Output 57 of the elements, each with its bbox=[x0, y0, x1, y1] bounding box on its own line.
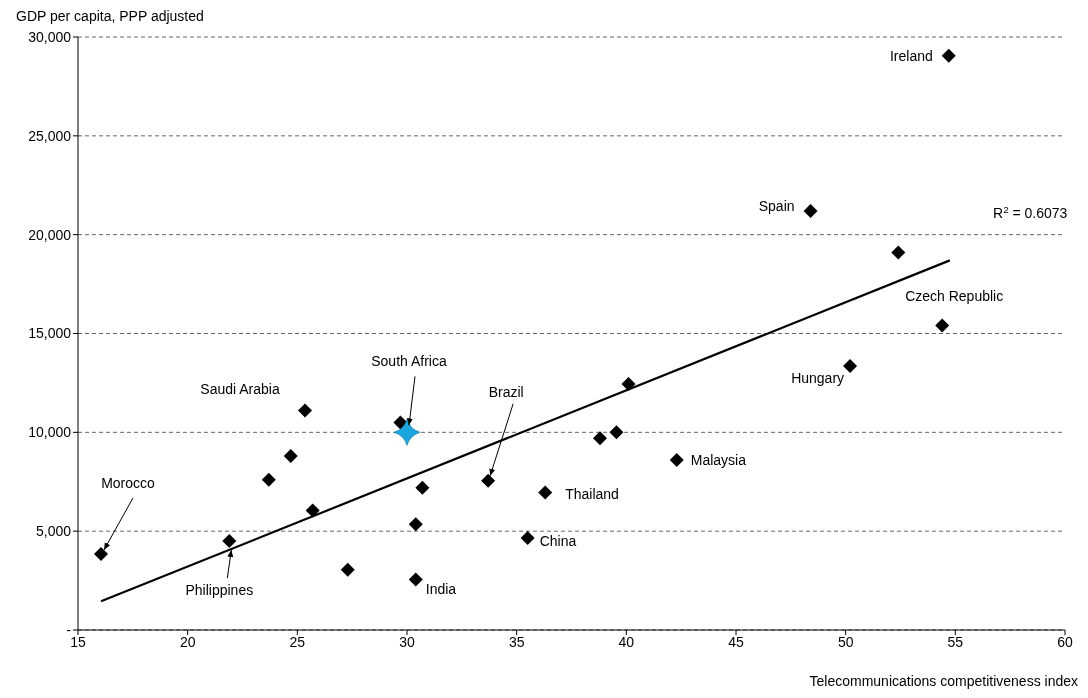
x-tick-label: 55 bbox=[947, 633, 964, 650]
x-tick-label: 15 bbox=[70, 633, 86, 650]
point bbox=[538, 485, 553, 500]
annotation: Hungary bbox=[791, 370, 845, 387]
point bbox=[408, 572, 423, 587]
point bbox=[609, 425, 624, 440]
point bbox=[669, 453, 684, 468]
y-tick-label: 5,000 bbox=[35, 523, 72, 540]
annotation: Czech Republic bbox=[905, 287, 1004, 304]
point bbox=[261, 472, 276, 487]
y-tick-label: 25,000 bbox=[28, 127, 72, 144]
annotation: R$^{2}$ = 0.6073 bbox=[993, 203, 1068, 221]
x-tick-label: 60 bbox=[1057, 633, 1073, 650]
annotation: Morocco bbox=[101, 474, 156, 491]
x-axis-title: Telecommunications competitiveness index bbox=[809, 673, 1078, 689]
point bbox=[393, 419, 421, 446]
x-tick-label: 35 bbox=[508, 633, 525, 650]
point bbox=[415, 480, 430, 495]
x-tick-label: 25 bbox=[289, 633, 306, 650]
x-tick-label: 20 bbox=[179, 633, 196, 650]
x-tick-label: 45 bbox=[728, 633, 744, 650]
point bbox=[621, 376, 636, 391]
y-tick-label: 30,000 bbox=[28, 28, 72, 45]
annotation: Thailand bbox=[565, 485, 619, 502]
point bbox=[283, 449, 298, 464]
x-tick-label: 30 bbox=[399, 633, 415, 650]
point bbox=[94, 546, 109, 561]
point bbox=[803, 203, 818, 218]
y-tick-label: 20,000 bbox=[28, 226, 72, 243]
y-tick-label: 15,000 bbox=[28, 325, 72, 342]
point bbox=[222, 534, 237, 549]
annotation: Ireland bbox=[889, 47, 933, 64]
annotation: Philippines bbox=[185, 582, 254, 599]
point bbox=[593, 431, 608, 446]
y-tick-label: 10,000 bbox=[28, 424, 72, 441]
point bbox=[941, 48, 956, 63]
annotation: China bbox=[539, 533, 577, 550]
point bbox=[298, 403, 313, 418]
annotation: Saudi Arabia bbox=[200, 380, 280, 397]
point bbox=[843, 359, 858, 374]
point bbox=[408, 517, 423, 532]
point bbox=[891, 245, 906, 260]
annotation: Spain bbox=[758, 197, 795, 214]
x-tick-label: 40 bbox=[618, 633, 635, 650]
point bbox=[393, 415, 408, 430]
y-axis-title: GDP per capita, PPP adjusted bbox=[16, 8, 204, 24]
point bbox=[481, 473, 496, 488]
annotation: India bbox=[425, 580, 457, 597]
point bbox=[340, 562, 355, 577]
point bbox=[305, 503, 320, 518]
annotation: South Africa bbox=[371, 353, 447, 370]
annotation: Brazil bbox=[488, 383, 524, 400]
annotation: Malaysia bbox=[690, 452, 747, 469]
x-tick-label: 50 bbox=[837, 633, 854, 650]
y-tick-label: - bbox=[66, 621, 72, 638]
point bbox=[520, 531, 535, 546]
point bbox=[935, 318, 950, 333]
